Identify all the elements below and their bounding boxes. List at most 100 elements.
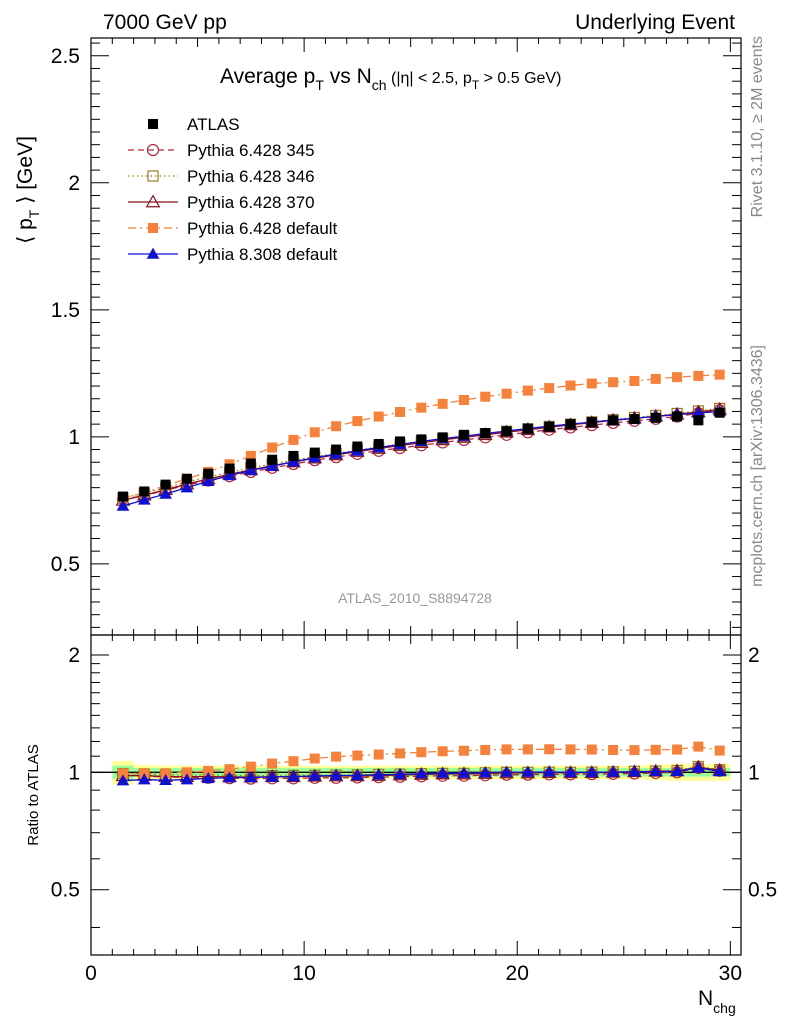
ratio-series-5-point-23 (606, 765, 620, 777)
ratio-series-5-point-21 (564, 765, 577, 778)
main-series-0-point-8 (288, 450, 299, 461)
main-series-4-point-25 (650, 373, 661, 384)
legend-label-1: Pythia 6.428 345 (187, 141, 315, 160)
legend-marker-1 (146, 143, 160, 157)
main-series-4-point-27 (693, 370, 704, 381)
main-series-4-point-10 (331, 421, 342, 432)
header-right: Underlying Event (575, 11, 735, 34)
y-tick-label-2: 1.5 (51, 299, 80, 322)
main-series-4-point-20 (544, 383, 555, 394)
ratio-series-5-point-4 (201, 772, 215, 784)
y-tick-label-4: 2.5 (51, 45, 80, 68)
ratio-series-5-point-19 (521, 765, 535, 777)
ratio-series-5-point-14 (415, 767, 428, 779)
x-tick-label-0: 0 (85, 962, 97, 985)
ratio-series-5-point-11 (351, 769, 364, 781)
ratio-frame (90, 634, 742, 956)
ratio-series-5-point-27 (692, 761, 705, 773)
y-axis-label-sub: T (26, 209, 42, 218)
main-series-5-point-8 (287, 455, 300, 467)
ratio-series-5-point-6 (244, 771, 258, 783)
ratio-series-4-point-6 (245, 761, 256, 772)
x-axis-label-sub: chg (713, 1000, 736, 1016)
ratio-series-5-point-10 (329, 769, 343, 781)
x-tick-label-1: 10 (292, 962, 315, 985)
ratio-y-axis-label: Ratio to ATLAS (25, 744, 42, 845)
main-series-4-point-21 (565, 380, 576, 391)
legend-marker-0 (148, 119, 158, 129)
main-series-0-point-23 (608, 415, 619, 426)
main-series-0-point-16 (458, 429, 469, 440)
ratio-series-5-point-8 (287, 770, 300, 782)
chart-title: Average pT vs Nch (|η| < 2.5, pT > 0.5 G… (220, 65, 561, 93)
ratio-series-5-point-20 (542, 765, 556, 777)
main-series-4-point-7 (267, 442, 278, 453)
main-series-0-point-19 (522, 423, 533, 434)
ratio-series-4-point-22 (586, 744, 597, 755)
main-series-0-point-25 (650, 412, 661, 423)
main-series-0-point-7 (267, 454, 278, 465)
ratio-series-5-point-22 (585, 765, 599, 778)
legend-label-2: Pythia 6.428 346 (187, 167, 315, 186)
ratio-series-4-point-28 (714, 745, 725, 756)
ratio-series-4-point-3 (181, 767, 192, 778)
x-tick-label-3: 30 (719, 962, 742, 985)
main-series-4-point-12 (373, 411, 384, 422)
main-series-0-point-4 (203, 468, 214, 479)
main-series-4-point-13 (395, 406, 406, 417)
y-axis-label-open: ⟨ p (14, 218, 37, 244)
main-series-4-point-16 (458, 395, 469, 406)
main-series-4-point-8 (288, 434, 299, 445)
ratio-series-4-point-11 (352, 750, 363, 761)
ratio-series-4-point-10 (331, 751, 342, 762)
ratio-series-5-point-28 (713, 765, 727, 777)
main-series-0-point-18 (501, 426, 512, 437)
ratio-series-5-point-18 (500, 765, 513, 777)
main-series-0-point-9 (309, 447, 320, 458)
ratio-series-4-point-2 (160, 768, 171, 779)
legend-label-0: ATLAS (187, 115, 240, 134)
series-layer (115, 369, 728, 786)
legend-marker-4 (148, 223, 158, 233)
main-series-4-point-26 (672, 372, 683, 383)
main-series-0-point-3 (181, 473, 192, 484)
x-axis-label-base: N (698, 987, 713, 1010)
legend-label-5: Pythia 8.308 default (187, 245, 338, 264)
legend: ATLAS Pythia 6.428 345 Pythia 6.428 346 Pyt… (128, 115, 338, 264)
ratio-series-4-point-25 (650, 744, 661, 755)
ratio-series-4-point-4 (203, 765, 214, 776)
main-series-5-point-1 (137, 493, 151, 505)
ratio-series-4-point-18 (501, 744, 512, 755)
ratio-series-4-point-0 (117, 768, 128, 779)
legend-label-3: Pythia 6.428 370 (187, 193, 315, 212)
ratio-series-5-point-24 (628, 765, 641, 777)
main-series-5-point-7 (265, 459, 279, 471)
main-series-0-point-28 (714, 407, 725, 418)
main-series-0-point-14 (416, 434, 427, 445)
title-main-sub: T (315, 77, 324, 93)
main-series-4-point-15 (437, 398, 448, 409)
legend-marker-2 (147, 170, 159, 182)
ratio-y-tick-label-right-2: 2 (748, 644, 760, 667)
ratio-series-5-point-15 (436, 766, 449, 778)
main-series-0-point-27 (693, 415, 704, 426)
main-series-5-point-3 (180, 481, 194, 493)
ratio-series-5-point-17 (478, 766, 492, 778)
ratio-series-5-point-9 (308, 769, 322, 781)
ratio-series-4-point-14 (416, 747, 427, 758)
ratio-series-4-point-13 (395, 748, 406, 759)
ratio-series-5-point-0 (116, 774, 130, 786)
axes (90, 37, 742, 956)
y-tick-label-3: 2 (68, 172, 80, 195)
ratio-series-5-point-26 (670, 764, 684, 777)
main-series-5-point-27 (692, 406, 705, 418)
main-series-4-point-24 (629, 375, 640, 386)
main-series-4-point-23 (608, 377, 619, 388)
main-series-4-point-14 (416, 402, 427, 413)
ratio-series-4-point-21 (565, 744, 576, 755)
ratio-series-5-point-3 (180, 773, 194, 785)
main-series-0-point-1 (139, 486, 150, 497)
ratio-series-4-point-16 (458, 745, 469, 756)
